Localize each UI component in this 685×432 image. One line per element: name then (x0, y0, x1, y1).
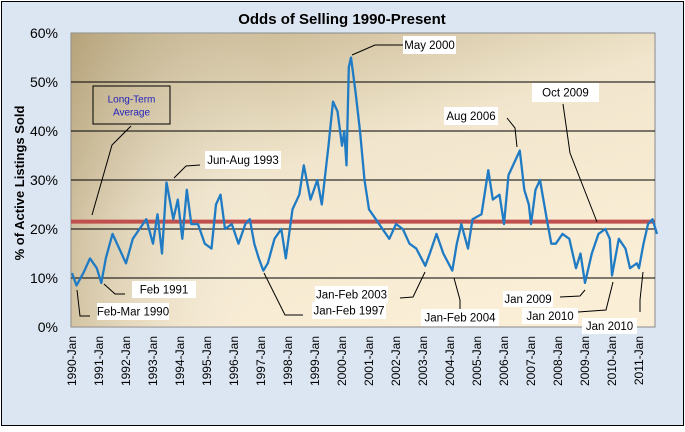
x-tick-label: 1993-Jan (146, 336, 160, 386)
annotation-label: Feb 1991 (140, 285, 189, 297)
x-tick-label: 2006-Jan (497, 336, 511, 386)
annotation-label: Jan-Feb 2004 (425, 313, 497, 325)
x-tick-label: 2010-Jan (605, 336, 619, 386)
x-tick-label: 2007-Jan (524, 336, 538, 386)
y-tick-label: 10% (30, 270, 58, 286)
x-tick-label: 1996-Jan (227, 336, 241, 386)
y-tick-label: 20% (30, 221, 58, 237)
x-tick-label: 1992-Jan (119, 336, 133, 386)
x-tick-label: 1995-Jan (200, 336, 214, 386)
y-tick-label: 30% (30, 172, 58, 188)
annotation-label: Average (113, 108, 151, 119)
x-tick-label: 2001-Jan (362, 336, 376, 386)
y-tick-label: 50% (30, 74, 58, 90)
annotation-label: Jan 2010 (526, 311, 573, 323)
annotation-label: Oct 2009 (542, 88, 589, 100)
annotation-label: May 2000 (404, 40, 455, 52)
x-tick-label: 1991-Jan (92, 336, 106, 386)
x-tick-label: 1994-Jan (173, 336, 187, 386)
annotation-label: Jun-Aug 1993 (207, 155, 279, 167)
y-tick-label: 60% (30, 25, 58, 41)
x-tick-label: 2002-Jan (389, 336, 403, 386)
annotation-label: Aug 2006 (446, 111, 495, 123)
x-tick-label: 1990-Jan (65, 336, 79, 386)
x-tick-label: 2005-Jan (470, 336, 484, 386)
x-tick-label: 2004-Jan (443, 336, 457, 386)
y-axis-label: % of Active Listings Sold (12, 106, 27, 261)
x-tick-label: 1998-Jan (281, 336, 295, 386)
y-tick-label: 40% (30, 123, 58, 139)
chart-title: Odds of Selling 1990-Present (238, 11, 446, 28)
x-tick-label: 1997-Jan (254, 336, 268, 386)
annotation-label: Long-Term (108, 95, 156, 106)
x-tick-label: 2009-Jan (578, 336, 592, 386)
annotation-label: Feb-Mar 1990 (97, 307, 169, 319)
annotation-label: Jan 2010 (586, 321, 633, 333)
x-tick-label: 2003-Jan (416, 336, 430, 386)
y-tick-label: 0% (38, 319, 58, 335)
x-tick-label: 2011-Jan (632, 336, 646, 385)
x-tick-label: 1999-Jan (308, 336, 322, 386)
x-tick-label: 2008-Jan (551, 336, 565, 386)
annotation-label: Jan-Feb 2003 (316, 290, 387, 302)
annotation-label: Jan-Feb 1997 (314, 306, 385, 318)
x-tick-label: 2000-Jan (335, 336, 349, 386)
annotation-label: Jan 2009 (504, 294, 551, 306)
